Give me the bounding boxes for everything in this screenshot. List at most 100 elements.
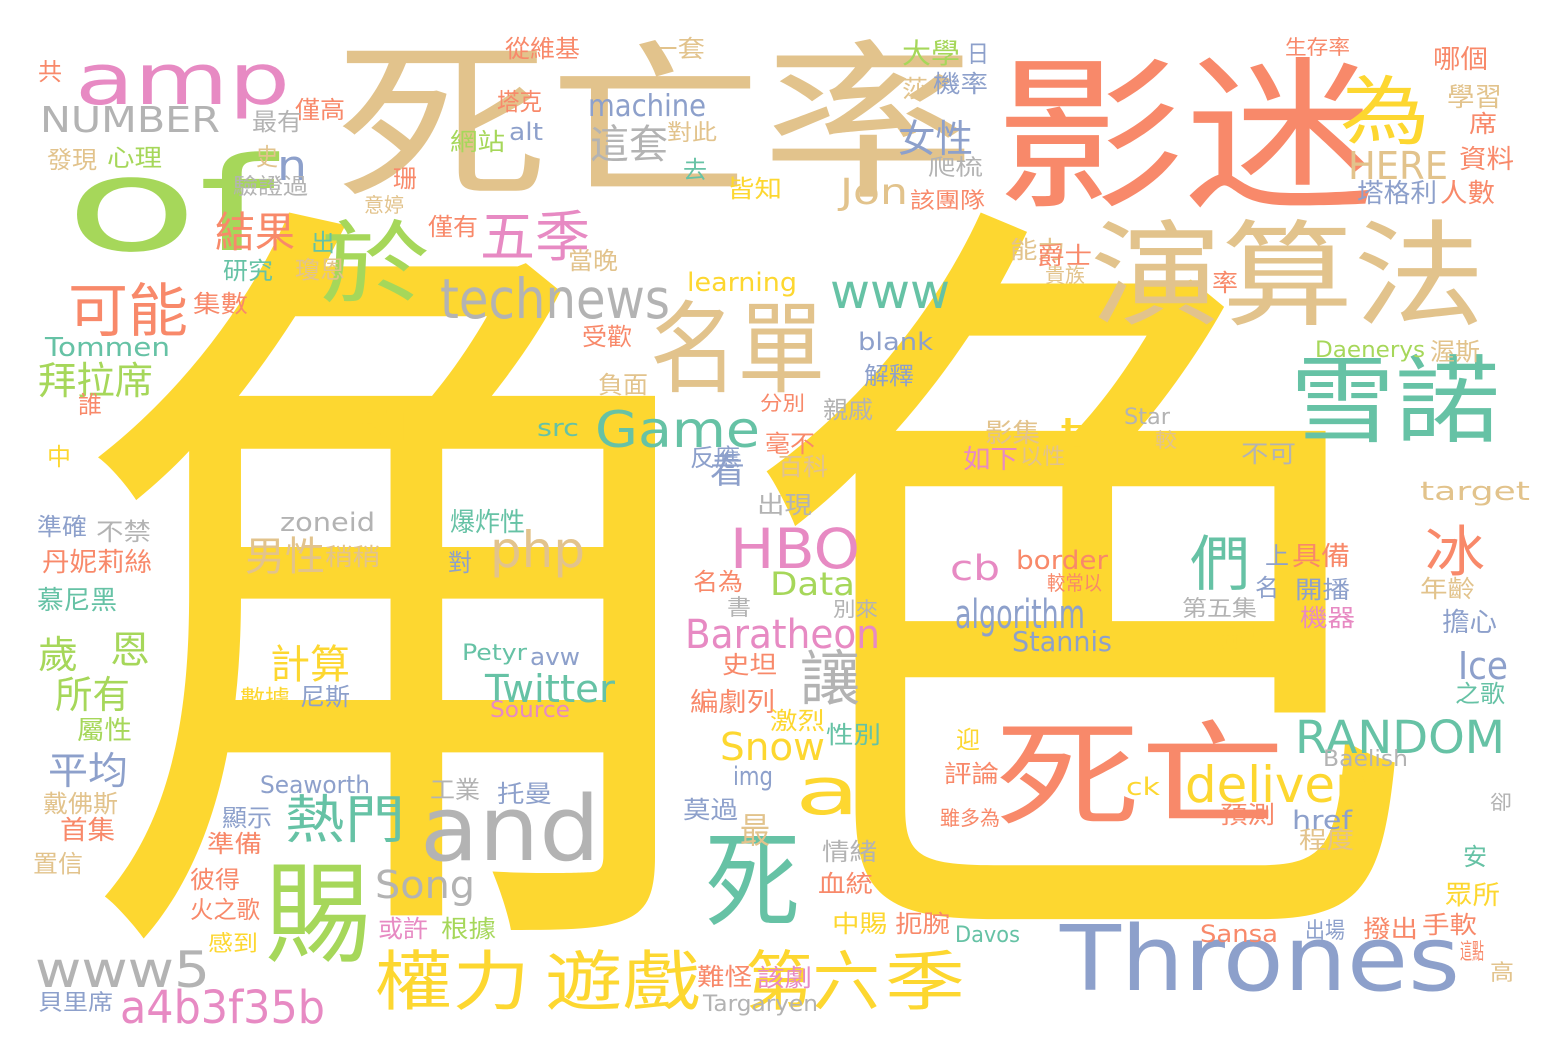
word-160: 過去 — [1213, 625, 1268, 653]
word-41: Song — [375, 863, 476, 907]
word-113: 珊 — [393, 165, 417, 193]
word-183: 安 — [1463, 843, 1487, 871]
word-151: 名 — [1255, 574, 1279, 602]
word-153: 年齡 — [1420, 575, 1475, 603]
word-199: 難怪 — [697, 963, 752, 991]
word-72: avw — [530, 643, 580, 671]
word-186: 血統 — [818, 870, 873, 898]
word-103: 學習 — [1447, 83, 1503, 113]
word-162: 之歌 — [1455, 680, 1506, 708]
word-197: 這點 — [1460, 940, 1485, 965]
word-176: 顯示 — [222, 804, 273, 832]
word-154: 名為 — [693, 568, 744, 596]
word-54: 計算 — [270, 642, 350, 688]
word-149: 具備 — [1292, 542, 1350, 572]
word-109: 該團隊 — [910, 189, 986, 214]
word-77: Sansa — [1200, 920, 1278, 948]
word-93: 網站 — [450, 128, 505, 156]
word-181: 預測 — [1220, 801, 1275, 829]
word-167: 激烈 — [770, 707, 825, 735]
word-46: 女性 — [898, 117, 973, 161]
word-27: tw — [1060, 408, 1130, 461]
word-146: 丹妮莉絲 — [42, 548, 152, 578]
word-137: 百科 — [778, 453, 829, 481]
word-88: 從維基 — [505, 35, 581, 63]
word-66: blank — [858, 328, 933, 356]
word-68: border — [1016, 546, 1108, 576]
word-28: HBO — [730, 517, 860, 581]
word-32: delivery — [1185, 756, 1385, 814]
word-19: 第六 — [745, 945, 880, 1020]
word-131: 較 — [1155, 428, 1177, 452]
word-11: 死亡 — [995, 710, 1286, 844]
word-83: Star — [1124, 405, 1171, 430]
word-44: n — [277, 141, 308, 190]
word-119: 當晚 — [568, 247, 619, 275]
word-190: 扼腕 — [895, 910, 950, 938]
word-138: 反應 — [690, 444, 741, 472]
word-164: 數據 — [240, 685, 291, 713]
word-7: 演算法 — [1090, 210, 1486, 344]
word-6: 為 — [1340, 68, 1431, 156]
word-63: 最 — [740, 812, 771, 852]
word-157: 第五集 — [1182, 597, 1258, 622]
word-174: 托曼 — [497, 780, 552, 808]
word-60: 平均 — [48, 749, 128, 793]
word-150: 較常以 — [1047, 571, 1103, 595]
word-69: target — [1420, 477, 1530, 507]
word-166: 編劇列 — [690, 688, 775, 718]
word-59: 恩 — [110, 628, 151, 672]
word-105: 資料 — [1459, 145, 1515, 175]
word-200: 該劇 — [757, 964, 812, 992]
word-117: 研究 — [223, 257, 274, 285]
word-156: 書 — [727, 596, 751, 621]
word-143: 爆炸性 — [450, 508, 525, 538]
word-1: 角色 — [60, 146, 1421, 1052]
word-86: 發現 — [47, 146, 98, 174]
word-78: Targaryen — [703, 992, 819, 1017]
word-147: 慕尼黑 — [37, 586, 117, 616]
word-126: 解釋 — [864, 362, 915, 390]
word-84: ck — [1126, 773, 1160, 801]
word-133: 影集 — [985, 419, 1041, 449]
word-100: 機率 — [933, 70, 988, 98]
word-194: 或許 — [378, 915, 429, 943]
word-49: HERE — [1348, 144, 1449, 188]
word-14: 死 — [705, 821, 800, 943]
word-128: 誰 — [78, 391, 102, 419]
word-85: 共 — [38, 58, 62, 86]
word-21: www5 — [35, 941, 211, 999]
word-17: 權力 — [375, 945, 531, 1020]
word-120: 爵士 — [1037, 242, 1092, 270]
word-165: 屬性 — [77, 716, 133, 746]
word-89: 一套 — [650, 35, 705, 63]
word-158: 機器 — [1300, 604, 1355, 632]
word-97: 大學 — [902, 37, 960, 70]
word-25: www — [830, 264, 950, 320]
word-12: and — [420, 777, 600, 882]
word-112: 驗證過 — [233, 175, 309, 200]
word-20: 季 — [885, 945, 966, 1020]
word-45: NUMBER — [40, 100, 221, 141]
word-74: Seaworth — [260, 771, 370, 799]
word-101: 生存率 — [1285, 35, 1350, 59]
word-38: 讓 — [800, 645, 860, 715]
word-2: 死亡率 — [335, 26, 976, 224]
word-189: 中賜 — [832, 910, 887, 938]
word-188: 火之歌 — [190, 896, 260, 924]
word-99: 日 — [967, 40, 990, 68]
word-195: 根據 — [441, 915, 496, 943]
word-193: 感到 — [208, 932, 259, 957]
word-52: Tommen — [45, 333, 170, 363]
word-22: a4b3f35b — [120, 981, 325, 1034]
word-192: 手軟 — [1422, 911, 1477, 939]
word-191: 撥出 — [1363, 915, 1418, 943]
word-3: 影迷 — [995, 41, 1375, 233]
word-136: 毫不 — [765, 430, 816, 458]
word-161: 史坦 — [722, 651, 777, 679]
word-92: 史 — [256, 143, 279, 171]
word-108: 爬梳 — [928, 156, 984, 181]
word-107: 塔格利 — [1357, 179, 1437, 209]
word-132: 中 — [47, 443, 71, 471]
